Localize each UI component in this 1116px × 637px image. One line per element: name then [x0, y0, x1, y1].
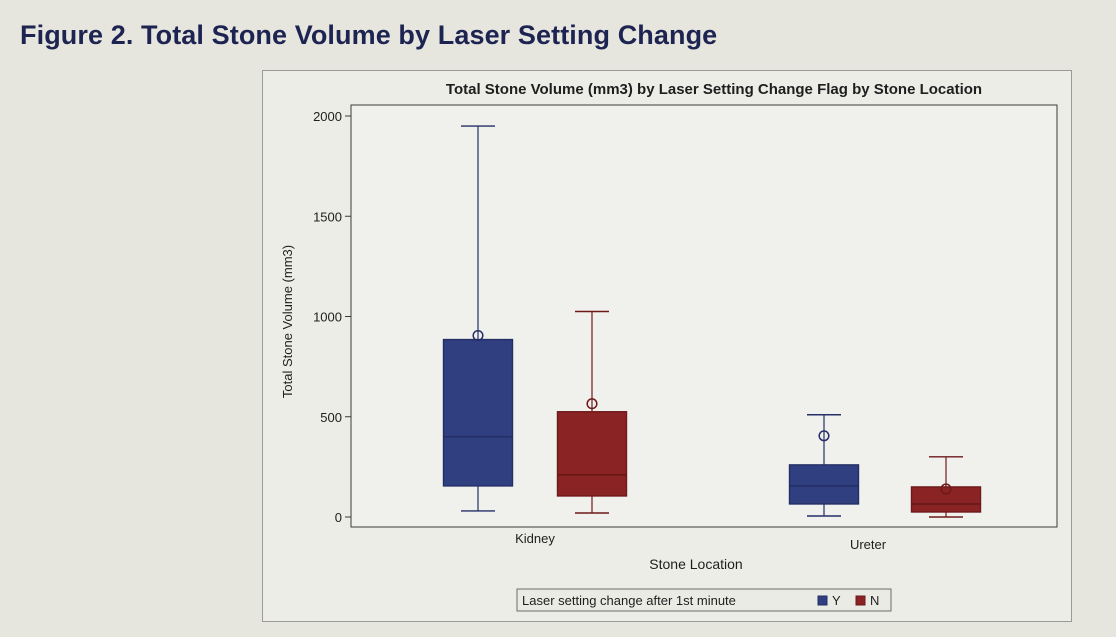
y-tick-label: 2000	[313, 109, 342, 124]
legend-title: Laser setting change after 1st minute	[522, 593, 736, 608]
legend-swatch-n	[855, 595, 866, 606]
legend-swatch-y	[817, 595, 828, 606]
y-tick-label: 0	[335, 510, 342, 525]
mean-marker-y-kidney	[472, 329, 484, 342]
x-axis-label: Stone Location	[649, 556, 742, 572]
x-tick-label: Kidney	[515, 531, 555, 546]
box-n-kidney	[556, 411, 628, 497]
mean-marker-n-kidney	[586, 398, 598, 410]
y-tick-label: 500	[320, 410, 342, 425]
legend-label-n: N	[870, 593, 879, 608]
box-n-ureter	[910, 486, 982, 513]
y-tick-label: 1000	[313, 310, 342, 325]
x-tick-label: Ureter	[850, 537, 887, 552]
box-plot-chart: Total Stone Volume (mm3) by Laser Settin…	[280, 81, 1058, 612]
mean-marker-y-ureter	[818, 430, 830, 442]
figure-heading: Figure 2. Total Stone Volume by Laser Se…	[20, 20, 718, 50]
mean-marker-n-ureter	[940, 483, 952, 495]
legend-box	[516, 588, 892, 612]
chart-frame: Total Stone Volume (mm3) by Laser Settin…	[262, 70, 1072, 622]
box-y-kidney	[442, 338, 514, 487]
chart-title: Total Stone Volume (mm3) by Laser Settin…	[446, 81, 982, 98]
y-axis-label: Total Stone Volume (mm3)	[280, 245, 295, 398]
y-tick-label: 1500	[313, 209, 342, 224]
box-y-ureter	[788, 464, 860, 505]
legend-label-y: Y	[832, 593, 841, 608]
